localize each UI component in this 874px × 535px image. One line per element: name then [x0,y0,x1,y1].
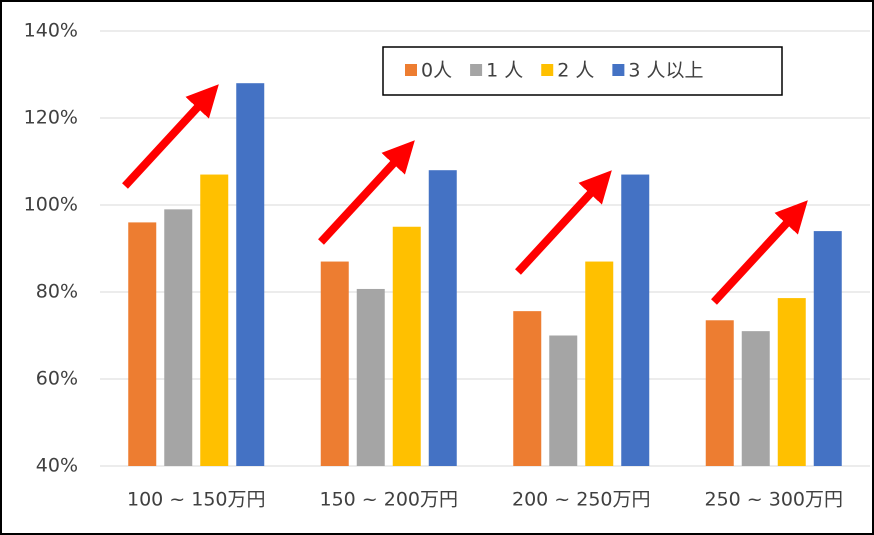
legend-swatch [470,64,483,76]
x-tick-label: 200 ~ 250万円 [512,489,651,511]
bar [392,226,421,466]
x-tick-label: 150 ~ 200万円 [319,489,458,511]
y-tick-label: 120% [24,107,78,129]
bar [320,261,349,466]
legend-swatch [541,64,554,76]
legend-label: 1 人 [486,60,523,82]
bar [428,170,457,466]
bar [128,222,157,466]
legend-swatch [405,64,417,76]
arrow [318,140,415,245]
bar [621,174,650,467]
bar [236,83,265,466]
legend-box [382,46,783,96]
legend-label: 2 人 [557,60,594,82]
bar [513,311,542,466]
arrows [122,84,808,305]
bar [777,298,806,466]
bar [164,209,193,466]
y-tick-label: 140% [24,20,78,42]
legend: 0人 1 人 2 人 3 人以上 [405,60,704,82]
plot-area: 40% 60% 80% 100% 120% 140% 100 ~ 150万円 150 ~ 20… [24,20,870,511]
legend-swatch [612,64,625,76]
bar [705,320,734,466]
x-tick-label: 250 ~ 300万円 [704,489,843,511]
y-tick-label: 80% [36,281,78,303]
bar [200,174,229,467]
x-tick-label: 100 ~ 150万円 [127,489,266,511]
bar [356,288,385,466]
y-tick-label: 40% [36,455,78,477]
y-tick-label: 100% [24,194,78,216]
arrow [122,84,219,189]
legend-label: 3 人以上 [628,60,703,82]
legend-label: 0人 [421,60,452,82]
arrow [711,200,808,305]
bar [741,331,770,466]
bar [585,261,614,466]
y-tick-label: 60% [36,368,78,390]
bar [549,335,578,466]
arrow [515,170,612,275]
bar [813,231,842,466]
